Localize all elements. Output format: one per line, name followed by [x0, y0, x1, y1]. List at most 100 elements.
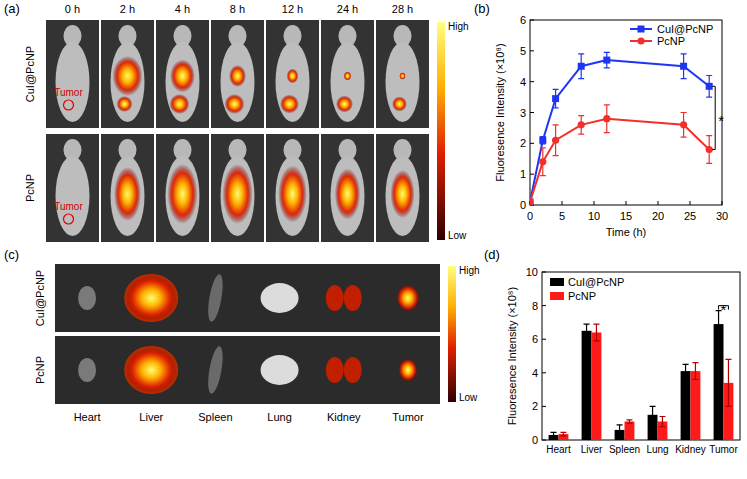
signal [114, 167, 141, 221]
error-bar [706, 136, 712, 164]
marker [706, 146, 713, 153]
organ-label: Spleen [198, 411, 232, 423]
x-tick-label: 15 [620, 210, 632, 222]
image-cell [321, 134, 374, 242]
error-bar [553, 125, 559, 156]
legend-label: CuI@PcNP [568, 276, 624, 288]
y-tick-label: 6 [520, 14, 526, 26]
bar [625, 422, 635, 440]
y-axis-title: Fluoresence Intensity (×10⁸) [494, 43, 506, 181]
y-tick [542, 440, 546, 441]
annotation: * [718, 112, 724, 129]
mouse-body [111, 42, 145, 122]
legend-marker [637, 37, 644, 44]
error-bar [551, 432, 557, 437]
time-label: 2 h [120, 3, 135, 15]
marker [680, 63, 687, 70]
tumor-marker [64, 100, 74, 110]
organ [261, 283, 299, 313]
bar [592, 332, 602, 440]
marker [552, 95, 559, 102]
error-bar [692, 363, 698, 380]
legend-swatch [550, 278, 564, 286]
x-tick [722, 201, 723, 205]
panel-letter: (b) [474, 1, 490, 16]
error-bar [584, 324, 590, 337]
row-label: PcNP [24, 174, 36, 202]
mouse-body [386, 156, 420, 236]
x-tick-label: 20 [652, 210, 664, 222]
mouse-body [221, 42, 255, 122]
figure: (a)0 h2 h4 h8 h12 h24 h28 hCuI@PcNPTumor… [0, 0, 747, 479]
signal [399, 72, 406, 80]
signal [223, 164, 253, 224]
significance-bracket [712, 86, 715, 149]
error-bar [617, 425, 623, 435]
marker [530, 198, 534, 205]
signal [113, 56, 143, 96]
annotation: * [721, 301, 727, 318]
y-tick-label: 8 [532, 300, 538, 312]
tumor-label: Tumor [54, 201, 83, 212]
signal [117, 96, 133, 112]
series-line [530, 119, 709, 202]
legend-label: PcNP [657, 35, 685, 47]
signal [170, 94, 190, 114]
bar [582, 331, 592, 440]
y-tick-label: 5 [520, 45, 526, 57]
marker [680, 121, 687, 128]
tumor-label: Tumor [54, 87, 83, 98]
mouse-body [386, 42, 420, 122]
image-cell [266, 20, 319, 128]
marker [603, 115, 610, 122]
organ [344, 285, 362, 311]
y-tick [530, 143, 534, 144]
organ [326, 357, 344, 383]
signal [124, 274, 178, 322]
image-cell [156, 134, 209, 242]
marker [539, 158, 546, 165]
marker [578, 63, 585, 70]
time-label: 24 h [337, 3, 358, 15]
x-tick [562, 201, 563, 205]
x-tick-label: Kidney [675, 444, 706, 455]
error-bar [650, 406, 656, 423]
legend-swatch [550, 292, 564, 300]
organ [78, 286, 96, 310]
y-tick-label: 6 [532, 333, 538, 345]
error-bar [593, 324, 599, 341]
panel-letter: (a) [4, 1, 20, 16]
x-tick [626, 201, 627, 205]
image-cell [376, 20, 429, 128]
x-tick-label: 0 [527, 210, 533, 222]
y-tick-label: 2 [520, 137, 526, 149]
y-tick-label: 3 [520, 107, 526, 119]
error-bar [706, 76, 712, 98]
bar [691, 371, 701, 440]
mouse-body [221, 156, 255, 236]
organ [261, 355, 299, 385]
image-cell [321, 20, 374, 128]
x-tick [690, 201, 691, 205]
bar [714, 324, 724, 440]
signal [392, 97, 407, 112]
error-bar [626, 420, 632, 423]
error-bar [725, 359, 731, 406]
image-cell [266, 134, 319, 242]
legend-marker [638, 26, 645, 33]
signal [396, 284, 420, 312]
marker [530, 198, 534, 205]
mouse-body [276, 42, 310, 122]
x-tick-label: Tumor [709, 444, 738, 455]
image-cell [101, 134, 154, 242]
time-label: 8 h [230, 3, 245, 15]
signal [278, 166, 307, 223]
signal [391, 170, 415, 218]
signal [344, 71, 352, 80]
organ [78, 358, 96, 382]
signal [336, 96, 353, 113]
tumor-marker [64, 214, 74, 224]
plot-marks [549, 311, 734, 440]
error-bar [553, 89, 559, 108]
marker [603, 57, 610, 64]
